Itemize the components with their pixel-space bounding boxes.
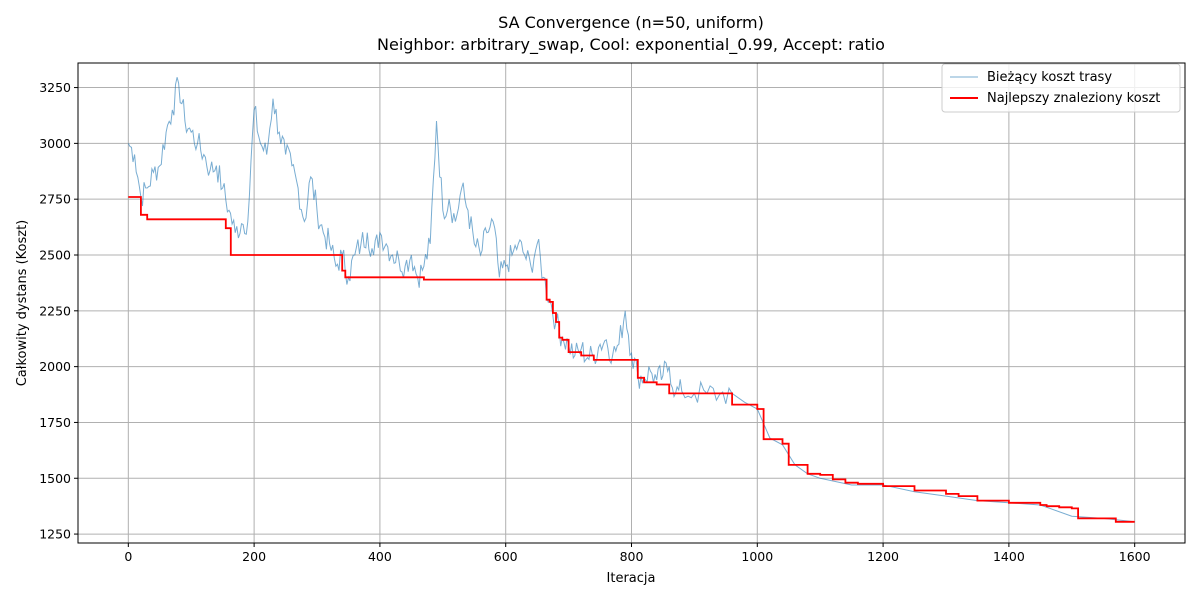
x-tick-label: 0: [124, 549, 132, 564]
chart-title: SA Convergence (n=50, uniform): [498, 13, 764, 32]
x-tick-label: 1600: [1119, 549, 1151, 564]
y-tick-label: 1250: [39, 527, 71, 542]
x-tick-label: 1200: [867, 549, 899, 564]
series-layer: [127, 77, 1135, 523]
x-tick-label: 600: [494, 549, 518, 564]
legend: Bieżący koszt trasy Najlepszy znaleziony…: [941, 63, 1181, 113]
y-tick-label: 2750: [39, 192, 71, 207]
y-tick-label: 3000: [39, 136, 71, 151]
x-axis-label: Iteracja: [607, 571, 656, 586]
plot-frame: [77, 62, 1186, 544]
y-tick-label: 2250: [39, 303, 71, 318]
x-tick-label: 800: [620, 549, 644, 564]
axis-ticks: 0 200 400 600 800 1000 1200 1400 1600 1250 1500 175…: [39, 80, 1150, 564]
legend-box: [941, 63, 1181, 113]
y-tick-label: 1750: [39, 415, 71, 430]
y-tick-label: 2000: [39, 359, 71, 374]
y-axis-label: Całkowity dystans (Koszt): [15, 220, 30, 387]
x-tick-label: 200: [242, 549, 266, 564]
x-tick-label: 400: [368, 549, 392, 564]
chart-subtitle: Neighbor: arbitrary_swap, Cool: exponent…: [377, 35, 885, 55]
y-tick-label: 3250: [39, 80, 71, 95]
series-best-cost-line: [128, 196, 1135, 523]
legend-label-best: Najlepszy znaleziony koszt: [987, 91, 1160, 106]
x-tick-label: 1000: [741, 549, 773, 564]
series-current-cost-line: [127, 77, 1135, 523]
x-tick-label: 1400: [993, 549, 1025, 564]
y-tick-label: 2500: [39, 248, 71, 263]
legend-label-current: Bieżący koszt trasy: [987, 70, 1112, 85]
y-tick-label: 1500: [39, 471, 71, 486]
grid: [78, 63, 1185, 543]
